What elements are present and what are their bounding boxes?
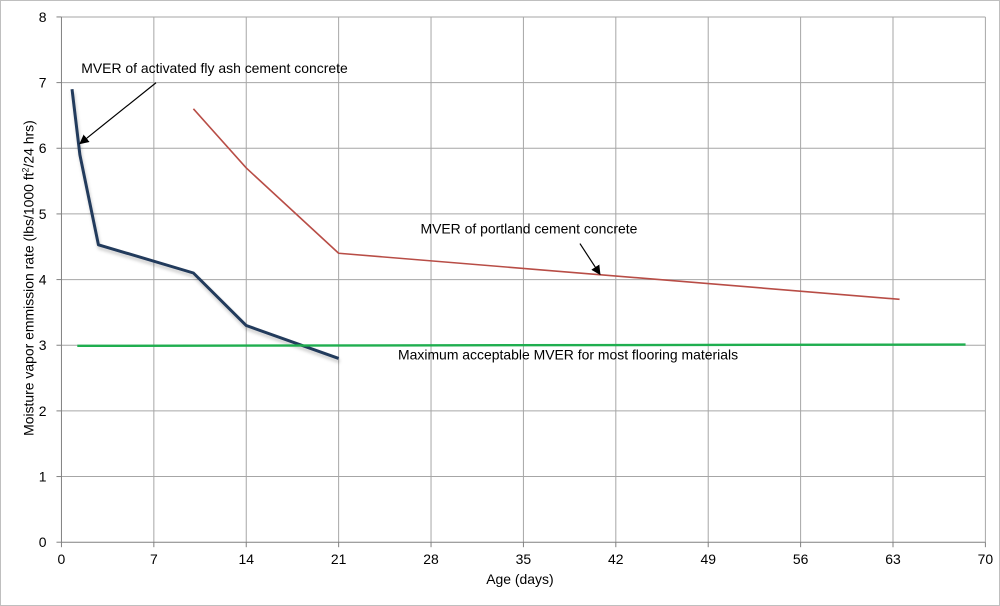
annotations: MVER of activated fly ash cement concret… xyxy=(79,60,738,363)
y-tick-label: 0 xyxy=(39,534,47,550)
x-tick-labels: 0 7 14 21 28 35 42 49 56 63 70 xyxy=(58,551,994,567)
x-tick-label: 70 xyxy=(978,551,994,567)
x-tick-label: 0 xyxy=(58,551,66,567)
y-axis-label-part-2: /24 hrs) xyxy=(21,120,37,167)
y-tick-labels: 0 1 2 3 4 5 6 7 8 xyxy=(39,9,47,550)
y-axis-label: Moisture vapor emmission rate (lbs/1000 … xyxy=(21,120,37,436)
y-tick-label: 1 xyxy=(39,469,47,485)
y-tick-label: 3 xyxy=(39,337,47,353)
y-axis-label-part-1: Moisture vapor emmission rate (lbs/1000 … xyxy=(21,172,37,435)
data-series xyxy=(70,89,966,360)
y-tick-label: 6 xyxy=(39,140,47,156)
series-line xyxy=(192,108,900,301)
y-tick-label: 5 xyxy=(39,206,47,222)
axes xyxy=(56,16,986,548)
x-tick-label: 7 xyxy=(150,551,158,567)
x-tick-label: 14 xyxy=(238,551,254,567)
x-tick-label: 21 xyxy=(331,551,347,567)
y-tick-label: 7 xyxy=(39,75,47,91)
x-tick-label: 42 xyxy=(608,551,624,567)
y-axis-label-superscript: 2 xyxy=(21,168,31,173)
annotation-arrow xyxy=(79,82,157,145)
x-tick-label: 28 xyxy=(423,551,439,567)
x-axis-label: Age (days) xyxy=(486,571,553,587)
y-tick-label: 2 xyxy=(39,403,47,419)
y-tick-label: 4 xyxy=(39,272,47,288)
x-tick-label: 49 xyxy=(700,551,716,567)
x-tick-label: 63 xyxy=(885,551,901,567)
annotation-text: MVER of activated fly ash cement concret… xyxy=(81,60,348,76)
series-line xyxy=(77,343,966,348)
annotation-text: MVER of portland cement concrete xyxy=(420,221,637,237)
annotation-arrow xyxy=(579,243,601,276)
y-tick-label: 8 xyxy=(39,9,47,25)
x-tick-label: 35 xyxy=(516,551,532,567)
x-tick-label: 56 xyxy=(793,551,809,567)
annotation-text: Maximum acceptable MVER for most floorin… xyxy=(398,347,738,363)
series-line xyxy=(70,89,340,360)
